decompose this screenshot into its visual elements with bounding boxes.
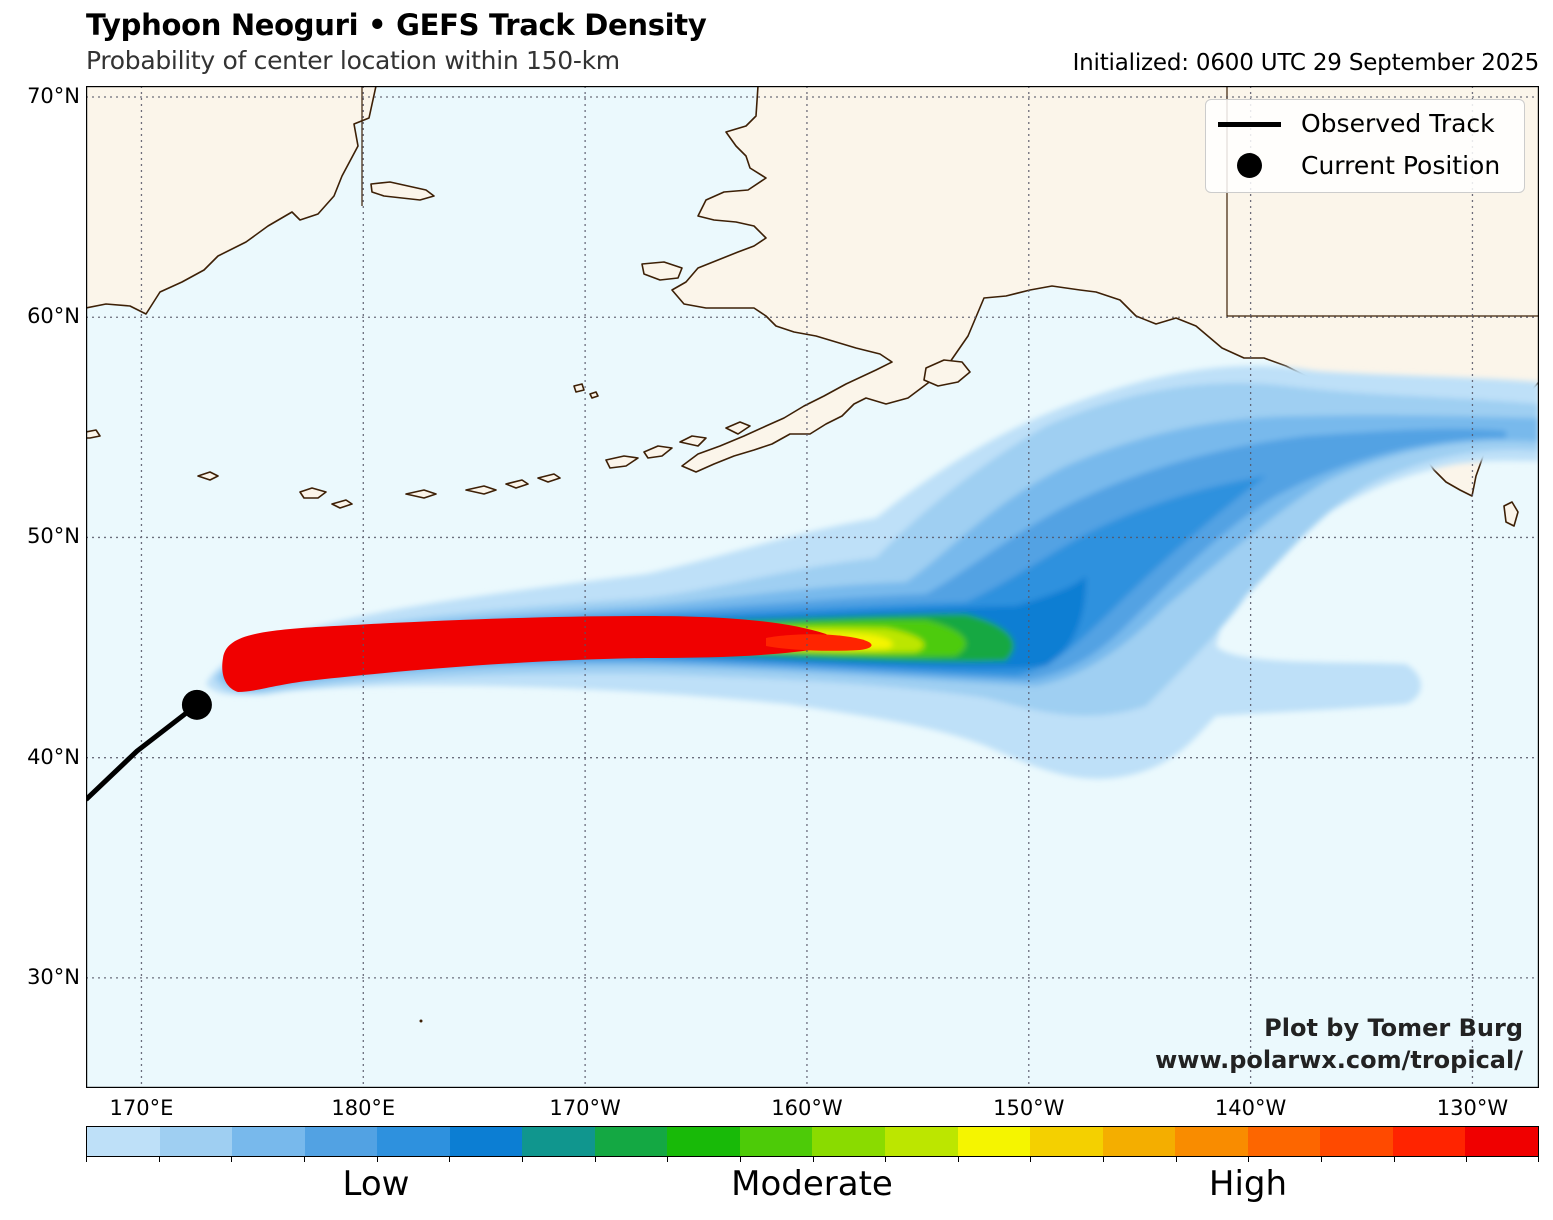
colorbar-tick: [958, 1157, 959, 1162]
legend-item-observed-track: Observed Track: [1206, 103, 1524, 143]
colorbar-segment: [304, 1127, 378, 1156]
longitude-label: 140°W: [1214, 1096, 1287, 1120]
colorbar-segment: [957, 1127, 1031, 1156]
chukotka-land: [86, 86, 377, 315]
colorbar-tick: [1466, 1157, 1467, 1162]
colorbar-tick: [231, 1157, 232, 1162]
latitude-label: 50°N: [27, 524, 80, 549]
colorbar-tick: [1103, 1157, 1104, 1162]
graticule: [86, 86, 1539, 1088]
legend-label-current-position: Current Position: [1301, 151, 1501, 180]
colorbar-tick: [304, 1157, 305, 1162]
initialized-time: Initialized: 0600 UTC 29 September 2025: [1072, 50, 1540, 76]
colorbar-tick: [1176, 1157, 1177, 1162]
colorbar-tick: [522, 1157, 523, 1162]
colorbar-tick: [377, 1157, 378, 1162]
commander-islands: [86, 429, 101, 439]
colorbar-label-moderate: Moderate: [731, 1164, 893, 1204]
colorbar-segment: [1392, 1127, 1466, 1156]
colorbar-segment: [232, 1127, 305, 1156]
kodiak-island: [923, 359, 971, 387]
colorbar-tick: [449, 1157, 450, 1162]
latitude-label: 40°N: [27, 744, 80, 769]
colorbar: [86, 1126, 1539, 1157]
longitude-label: 170°E: [109, 1096, 174, 1120]
colorbar-tick: [667, 1157, 668, 1162]
colorbar-label-low: Low: [342, 1164, 410, 1204]
colorbar-tick: [1538, 1157, 1539, 1162]
credit-url: www.polarwx.com/tropical/: [1155, 1046, 1523, 1074]
small-island-marker: [419, 1019, 423, 1023]
haida-gwaii: [1503, 501, 1519, 527]
nunivak-island: [641, 261, 683, 281]
colorbar-tick: [159, 1157, 160, 1162]
density-level-max: [222, 616, 831, 692]
colorbar-tick: [595, 1157, 596, 1162]
colorbar-label-high: High: [1208, 1164, 1288, 1204]
colorbar-segment: [739, 1127, 813, 1156]
legend-label-observed-track: Observed Track: [1301, 109, 1495, 138]
map-panel: [86, 86, 1539, 1088]
current-position-marker: [181, 689, 212, 720]
pribilof-island-2: [589, 391, 599, 399]
colorbar-tick: [1321, 1157, 1322, 1162]
colorbar-segment: [1465, 1127, 1538, 1156]
longitude-label: 180°E: [331, 1096, 396, 1120]
st-lawrence-island: [370, 181, 435, 201]
longitude-label: 170°W: [549, 1096, 621, 1120]
colorbar-segment: [377, 1127, 450, 1156]
longitude-label: 150°W: [993, 1096, 1065, 1120]
latitude-label: 70°N: [27, 84, 80, 108]
colorbar-segment: [1320, 1127, 1393, 1156]
colorbar-segment: [1247, 1127, 1321, 1156]
colorbar-ticks: [86, 1157, 1539, 1163]
colorbar-tick: [86, 1157, 87, 1162]
colorbar-segment: [1030, 1127, 1103, 1156]
colorbar-segment: [449, 1127, 523, 1156]
position-dot-swatch: [1237, 153, 1262, 178]
chart-subtitle: Probability of center location within 15…: [86, 46, 620, 75]
track-line-swatch: [1218, 122, 1281, 127]
colorbar-tick: [885, 1157, 886, 1162]
colorbar-segment: [667, 1127, 740, 1156]
map-border: [86, 86, 1539, 1088]
colorbar-segment: [1102, 1127, 1176, 1156]
pribilof-island: [573, 383, 585, 393]
chart-title: Typhoon Neoguri • GEFS Track Density: [86, 8, 707, 42]
colorbar-tick: [1248, 1157, 1249, 1162]
colorbar-tick: [1394, 1157, 1395, 1162]
aleutian-islands: [197, 421, 751, 509]
legend-item-current-position: Current Position: [1206, 145, 1524, 185]
colorbar-segment: [594, 1127, 668, 1156]
colorbar-segment: [87, 1127, 160, 1156]
colorbar-tick: [740, 1157, 741, 1162]
colorbar-tick: [813, 1157, 814, 1162]
map-legend: Observed Track Current Position: [1205, 99, 1525, 193]
colorbar-segment: [812, 1127, 886, 1156]
longitude-label: 130°W: [1436, 1096, 1509, 1120]
longitude-label: 160°W: [771, 1096, 843, 1120]
observed-track-line: [86, 702, 199, 802]
latitude-label: 30°N: [27, 964, 80, 989]
latitude-label: 60°N: [27, 304, 80, 329]
colorbar-segment: [522, 1127, 595, 1156]
colorbar-segment: [159, 1127, 233, 1156]
map-canvas: [86, 86, 1539, 1088]
colorbar-segment: [885, 1127, 958, 1156]
density-level-red-2: [766, 634, 872, 651]
colorbar-segment: [1175, 1127, 1248, 1156]
credit-author: Plot by Tomer Burg: [1264, 1014, 1523, 1042]
colorbar-tick: [1030, 1157, 1031, 1162]
